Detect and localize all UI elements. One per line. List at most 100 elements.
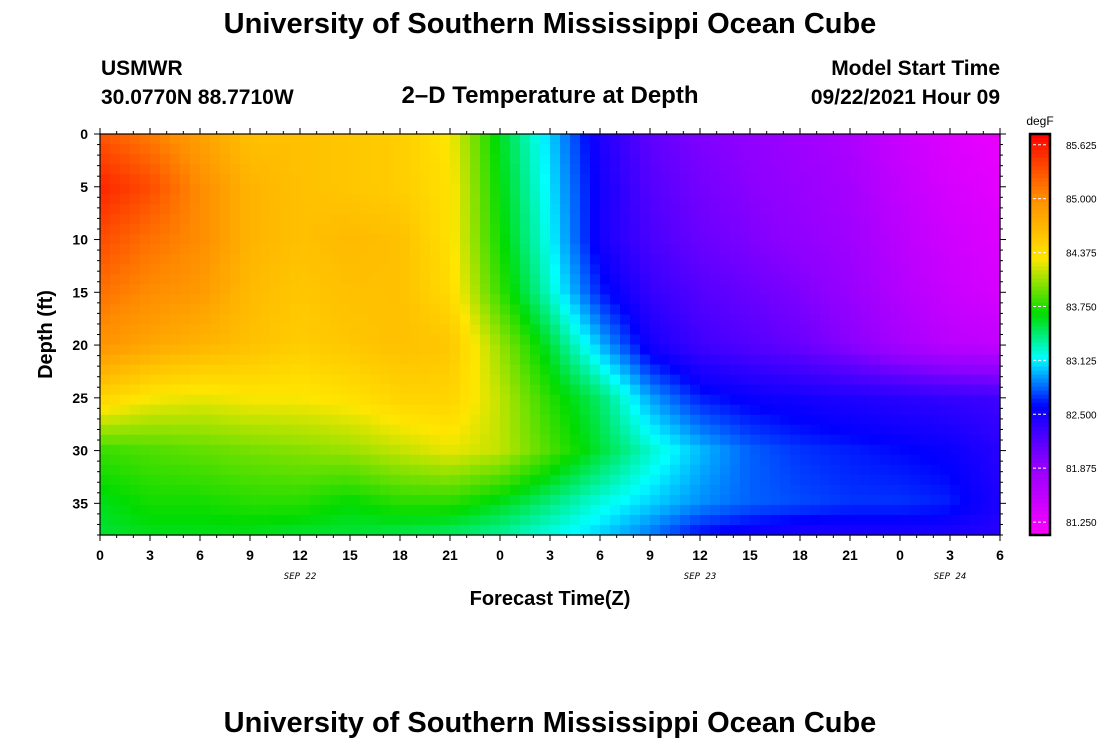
heatmap-cell bbox=[450, 414, 461, 426]
heatmap-cell bbox=[690, 324, 701, 336]
heatmap-cell bbox=[440, 284, 451, 296]
heatmap-cell bbox=[160, 164, 171, 175]
heatmap-cell bbox=[180, 524, 191, 536]
heatmap-cell bbox=[650, 424, 661, 436]
heatmap-cell bbox=[950, 424, 961, 436]
heatmap-cell bbox=[460, 494, 471, 506]
heatmap-cell bbox=[360, 424, 371, 436]
heatmap-cell bbox=[760, 244, 771, 255]
heatmap-cell bbox=[750, 204, 761, 215]
heatmap-cell bbox=[530, 254, 541, 265]
heatmap-cell bbox=[180, 184, 191, 195]
heatmap-cell bbox=[150, 214, 161, 225]
heatmap-cell bbox=[550, 424, 561, 436]
heatmap-cell bbox=[550, 134, 561, 145]
heatmap-cell bbox=[850, 234, 861, 245]
heatmap-cell bbox=[370, 304, 381, 316]
heatmap-cell bbox=[720, 434, 731, 446]
heatmap-cell bbox=[940, 144, 951, 155]
heatmap-cell bbox=[490, 404, 501, 416]
heatmap-cell bbox=[630, 434, 641, 446]
heatmap-cell bbox=[480, 364, 491, 376]
heatmap-cell bbox=[510, 314, 521, 326]
heatmap-cell bbox=[250, 504, 261, 516]
heatmap-cell bbox=[160, 144, 171, 155]
heatmap-cell bbox=[160, 204, 171, 215]
colorbar-segment bbox=[1030, 350, 1050, 356]
heatmap-cell bbox=[990, 314, 1001, 326]
heatmap-cell bbox=[450, 354, 461, 366]
heatmap-cell bbox=[880, 294, 891, 306]
heatmap-cell bbox=[960, 344, 971, 356]
heatmap-cell bbox=[950, 454, 961, 466]
heatmap-cell bbox=[570, 134, 581, 145]
heatmap-cell bbox=[840, 214, 851, 225]
heatmap-cell bbox=[500, 154, 511, 165]
heatmap-cell bbox=[850, 424, 861, 436]
heatmap-cell bbox=[920, 484, 931, 496]
heatmap-cell bbox=[670, 484, 681, 496]
heatmap-cell bbox=[270, 494, 281, 506]
heatmap-cell bbox=[200, 464, 211, 476]
heatmap-cell bbox=[890, 364, 901, 376]
colorbar-segment bbox=[1030, 366, 1050, 372]
heatmap-cell bbox=[270, 424, 281, 436]
heatmap-cell bbox=[860, 294, 871, 306]
heatmap-cell bbox=[340, 524, 351, 536]
heatmap-cell bbox=[800, 454, 811, 466]
heatmap-cell bbox=[790, 504, 801, 516]
colorbar-segment bbox=[1030, 254, 1050, 259]
heatmap-cell bbox=[150, 184, 161, 195]
heatmap-cell bbox=[870, 414, 881, 426]
heatmap-cell bbox=[710, 224, 721, 235]
heatmap-cell bbox=[300, 164, 311, 175]
heatmap-cell bbox=[780, 234, 791, 245]
heatmap-cell bbox=[970, 154, 981, 165]
heatmap-cell bbox=[760, 184, 771, 195]
heatmap-cell bbox=[610, 504, 621, 516]
heatmap-cell bbox=[130, 404, 141, 416]
heatmap-cell bbox=[480, 424, 491, 436]
heatmap-cell bbox=[500, 324, 511, 336]
heatmap-cell bbox=[700, 234, 711, 245]
heatmap-cell bbox=[690, 204, 701, 215]
heatmap-cell bbox=[160, 324, 171, 336]
heatmap-cell bbox=[960, 494, 971, 506]
heatmap-cell bbox=[140, 134, 151, 145]
heatmap-cell bbox=[260, 254, 271, 265]
colorbar-segment bbox=[1030, 146, 1050, 151]
heatmap-cell bbox=[130, 474, 141, 486]
heatmap-cell bbox=[950, 344, 961, 356]
heatmap-cell bbox=[950, 144, 961, 155]
heatmap-cell bbox=[420, 304, 431, 316]
heatmap-cell bbox=[190, 424, 201, 436]
heatmap-cell bbox=[700, 374, 711, 386]
heatmap-cell bbox=[630, 254, 641, 265]
heatmap-cell bbox=[760, 254, 771, 265]
heatmap-cell bbox=[200, 444, 211, 456]
heatmap-cell bbox=[440, 134, 451, 145]
heatmap-cell bbox=[910, 514, 921, 526]
heatmap-cell bbox=[820, 494, 831, 506]
heatmap-cell bbox=[190, 454, 201, 466]
heatmap-cell bbox=[940, 494, 951, 506]
heatmap-cell bbox=[560, 484, 571, 496]
heatmap-cell bbox=[900, 394, 911, 406]
heatmap-cell bbox=[890, 304, 901, 316]
heatmap-cell bbox=[590, 194, 601, 205]
heatmap-cell bbox=[460, 374, 471, 386]
heatmap-cell bbox=[790, 344, 801, 356]
heatmap-cell bbox=[630, 404, 641, 416]
heatmap-cell bbox=[350, 244, 361, 255]
heatmap-cell bbox=[720, 204, 731, 215]
heatmap-cell bbox=[980, 404, 991, 416]
heatmap-cell bbox=[690, 384, 701, 396]
heatmap-cell bbox=[960, 214, 971, 225]
heatmap-cell bbox=[140, 364, 151, 376]
heatmap-cell bbox=[740, 524, 751, 536]
heatmap-cell bbox=[110, 204, 121, 215]
heatmap-cell bbox=[310, 144, 321, 155]
heatmap-cell bbox=[270, 334, 281, 346]
heatmap-cell bbox=[990, 454, 1001, 466]
heatmap-cell bbox=[440, 154, 451, 165]
